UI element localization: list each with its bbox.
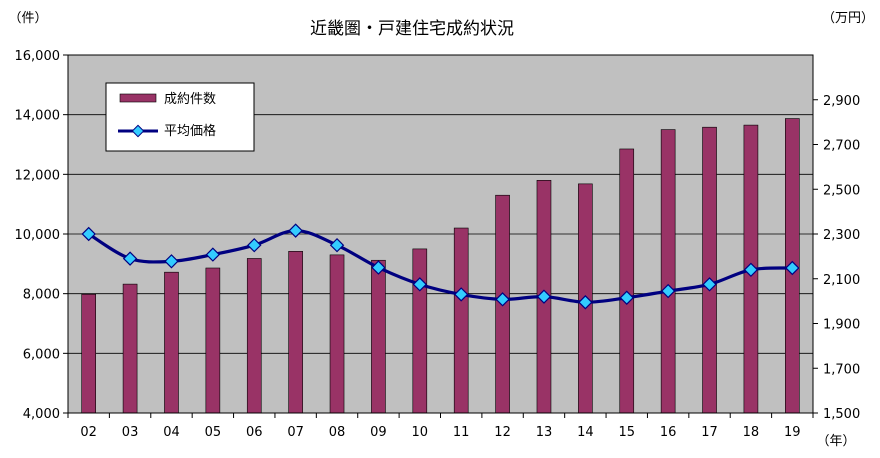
- left-tick-label: 10,000: [15, 228, 61, 243]
- tick-labels: 4,000 6,000 8,000 10,000 12,000 14,000 16,000 1…: [15, 49, 861, 440]
- price-marker-11: [453, 287, 469, 302]
- legend-bar-swatch: [119, 93, 157, 103]
- legend: 成約件数 平均価格: [105, 82, 255, 152]
- x-tick-label: 08: [329, 425, 346, 440]
- legend-marker-swatch: [131, 124, 145, 138]
- x-tick-label: 09: [370, 425, 387, 440]
- x-tick-label: 10: [412, 425, 429, 440]
- axes: [63, 54, 818, 418]
- bar-10: [412, 248, 428, 414]
- left-tick-label: 6,000: [23, 347, 60, 362]
- bar-11: [453, 227, 469, 414]
- price-marker-14: [578, 295, 593, 310]
- x-tick-label: 07: [287, 425, 304, 440]
- x-tick-label: 13: [536, 425, 553, 440]
- price-marker-08: [329, 237, 345, 253]
- price-marker-12: [495, 292, 510, 307]
- bar-17: [702, 126, 717, 414]
- right-tick-label: 1,900: [823, 318, 860, 333]
- price-marker-04: [164, 254, 179, 269]
- x-tick-label: 18: [743, 425, 760, 440]
- left-tick-label: 4,000: [23, 407, 60, 422]
- price-marker-02: [81, 226, 96, 242]
- price-marker-13: [536, 289, 552, 304]
- bar-05: [205, 267, 221, 414]
- right-tick-label: 2,700: [823, 139, 860, 154]
- price-marker-18: [743, 262, 759, 278]
- x-tick-label: 06: [246, 425, 263, 440]
- left-tick-label: 8,000: [23, 288, 60, 303]
- right-tick-label: 2,900: [823, 94, 860, 109]
- bar-09: [371, 259, 386, 414]
- price-marker-06: [247, 237, 262, 253]
- price-marker-19: [785, 260, 800, 276]
- x-tick-label: 11: [453, 425, 470, 440]
- x-tick-label: 03: [122, 425, 139, 440]
- right-tick-label: 2,500: [823, 183, 860, 198]
- price-marker-10: [412, 277, 428, 292]
- price-marker-09: [371, 260, 386, 275]
- x-tick-label: 04: [163, 425, 180, 440]
- left-tick-label: 16,000: [15, 49, 61, 64]
- bar-16: [660, 129, 676, 414]
- bar-07: [288, 251, 303, 414]
- bar-08: [329, 254, 345, 414]
- x-axis-unit: （年）: [816, 434, 855, 449]
- bar-04: [164, 271, 179, 414]
- left-tick-label: 14,000: [15, 109, 61, 124]
- x-tick-label: 16: [660, 425, 677, 440]
- left-tick-label: 12,000: [15, 168, 61, 183]
- chart-title: 近畿圏・戸建住宅成約状況: [310, 19, 514, 39]
- right-tick-label: 2,100: [823, 273, 860, 288]
- price-marker-16: [660, 283, 676, 299]
- x-tick-label: 02: [80, 425, 97, 440]
- right-tick-label: 2,300: [823, 228, 860, 243]
- bar-15: [619, 148, 635, 414]
- x-tick-label: 12: [494, 425, 511, 440]
- price-marker-05: [205, 247, 221, 262]
- x-tick-label: 19: [784, 425, 801, 440]
- x-tick-label: 14: [577, 425, 594, 440]
- bar-06: [246, 258, 262, 414]
- x-tick-label: 05: [205, 425, 222, 440]
- right-tick-label: 1,500: [823, 407, 860, 422]
- price-marker-15: [619, 290, 634, 305]
- price-marker-17: [702, 277, 717, 292]
- bar-02: [81, 293, 96, 414]
- price-marker-07: [288, 223, 303, 238]
- line-series: [81, 223, 800, 310]
- legend-label-price: 平均価格: [164, 123, 216, 139]
- x-tick-label: 15: [618, 425, 635, 440]
- right-axis-unit: （万円）: [822, 11, 874, 26]
- right-tick-label: 1,700: [823, 362, 860, 377]
- bar-03: [122, 283, 138, 414]
- price-marker-03: [122, 251, 138, 266]
- x-tick-label: 17: [701, 425, 718, 440]
- left-axis-unit: （件）: [8, 11, 47, 26]
- legend-label-count: 成約件数: [164, 92, 216, 107]
